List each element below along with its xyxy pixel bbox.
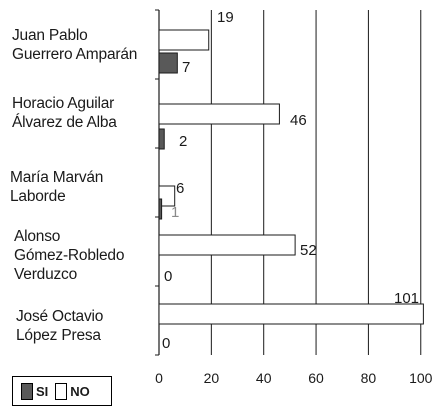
x-tick-label-80: 80 (361, 370, 377, 386)
category-label-2: María Marván Laborde (10, 168, 103, 206)
bar-no-2 (158, 185, 176, 207)
data-label-si-3: 0 (164, 268, 172, 285)
data-label-si-1: 2 (179, 133, 187, 150)
bar-no-3 (158, 234, 296, 256)
category-label-line: Gómez-Robledo (14, 247, 125, 264)
data-label-si-2: 1 (171, 204, 179, 221)
bar-si-1 (158, 128, 165, 150)
x-tick-label-60: 60 (308, 370, 324, 386)
x-tick-label-100: 100 (409, 370, 432, 386)
data-label-no-0: 19 (217, 9, 234, 26)
bar-no-4 (158, 303, 424, 325)
x-tick-label-0: 0 (155, 370, 163, 386)
category-label-line: López Presa (16, 327, 101, 344)
category-label-line: Álvarez de Alba (12, 114, 117, 131)
data-label-no-3: 52 (300, 242, 317, 259)
legend-swatch-no (55, 382, 68, 400)
category-label-line: Alonso (14, 228, 61, 245)
bar-no-1 (158, 103, 280, 125)
category-label-line: Guerrero Amparán (12, 46, 138, 63)
category-label-line: Laborde (10, 188, 66, 205)
data-label-si-0: 7 (182, 59, 190, 76)
category-label-line: Juan Pablo (12, 27, 88, 44)
category-label-line: María Marván (10, 169, 104, 186)
legend: SI NO (12, 376, 112, 406)
x-tick-label-40: 40 (256, 370, 272, 386)
data-label-no-1: 46 (290, 112, 307, 129)
category-label-line: Verduzco (14, 266, 78, 283)
legend-label-no: NO (70, 383, 90, 399)
legend-label-si: SI (36, 383, 49, 399)
data-label-no-2: 6 (176, 180, 184, 197)
category-label-line: José Octavio (16, 308, 104, 325)
bar-si-0 (158, 52, 178, 74)
category-label-0: Juan Pablo Guerrero Amparán (12, 26, 137, 64)
bar-no-0 (158, 29, 210, 51)
data-label-si-4: 0 (162, 335, 170, 352)
legend-swatch-si (21, 382, 33, 400)
category-label-3: Alonso Gómez-Robledo Verduzco (14, 227, 124, 284)
x-tick-label-20: 20 (204, 370, 220, 386)
data-label-no-4: 101 (394, 290, 419, 307)
category-label-1: Horacio Aguilar Álvarez de Alba (12, 94, 117, 132)
bar-si-2 (158, 198, 163, 220)
category-label-4: José Octavio López Presa (16, 307, 103, 345)
category-label-line: Horacio Aguilar (12, 95, 115, 112)
